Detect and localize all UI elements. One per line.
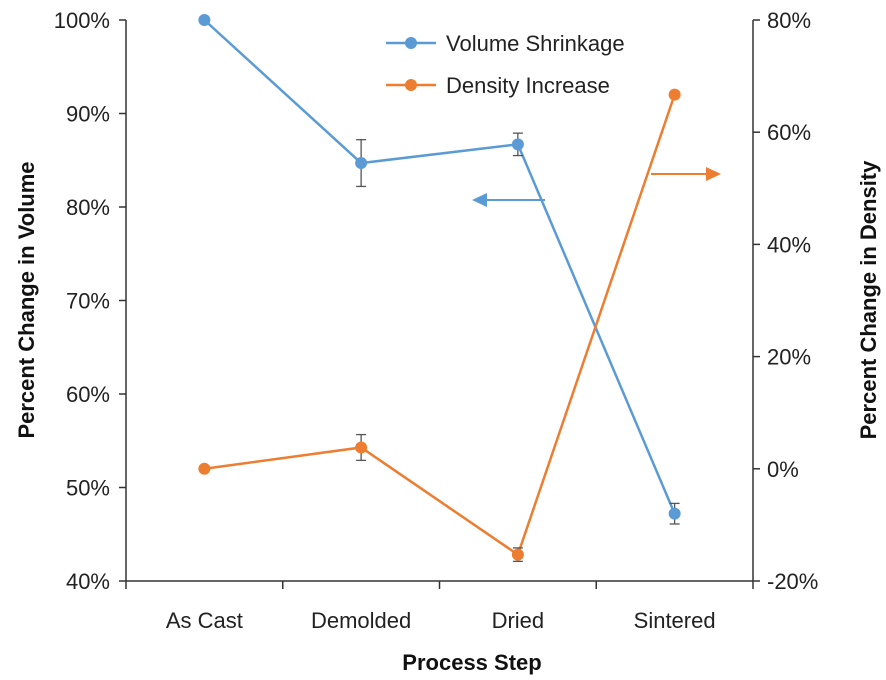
chart-tick-labels: As Cast Demolded Dried Sintered 40% 50% 60% 70%… [54,8,819,633]
x-tick-label: Dried [492,608,545,633]
y-tick-label-right: -20% [767,569,818,594]
axis-indicator-arrows [472,167,721,207]
x-tick-label: As Cast [166,608,243,633]
y-tick-label-right: 60% [767,120,811,145]
legend-label: Density Increase [446,73,610,98]
y-tick-label-left: 70% [66,289,110,314]
arrow-left-head [472,193,487,207]
data-point [668,507,681,520]
y-tick-label-left: 40% [66,569,110,594]
legend-entry: Volume Shrinkage [386,31,625,56]
series-line [204,94,676,557]
data-point [511,548,524,561]
y-tick-label-left: 90% [66,102,110,127]
y-axis-title-left: Percent Change in Volume [14,161,39,438]
data-point [355,157,368,170]
y-tick-label-left: 60% [66,382,110,407]
chart-legend: Volume Shrinkage Density Increase [386,31,625,98]
legend-marker [405,37,417,49]
y-tick-label-left: 50% [66,476,110,501]
data-point [198,14,211,26]
y-tick-label-right: 80% [767,8,811,33]
legend-entry: Density Increase [386,73,610,98]
series-density-increase [198,88,681,563]
legend-label: Volume Shrinkage [446,31,625,56]
y-tick-label-left: 80% [66,195,110,220]
data-point [511,138,524,151]
legend-marker [405,79,417,91]
data-point [355,441,368,454]
chart-axes [119,19,760,589]
x-tick-label: Demolded [311,608,411,633]
series-line [203,19,676,515]
x-axis-title: Process Step [402,650,541,675]
data-point [198,462,211,475]
series-volume-shrinkage [198,14,681,525]
chart-series [198,14,681,563]
y-axis-title-right: Percent Change in Density [856,160,881,440]
x-tick-label: Sintered [634,608,716,633]
arrow-right-head [706,167,721,181]
y-tick-label-right: 40% [767,232,811,257]
y-tick-label-right: 20% [767,345,811,370]
y-tick-label-right: 0% [767,457,799,482]
y-tick-label-left: 100% [54,8,110,33]
data-point [668,88,681,101]
